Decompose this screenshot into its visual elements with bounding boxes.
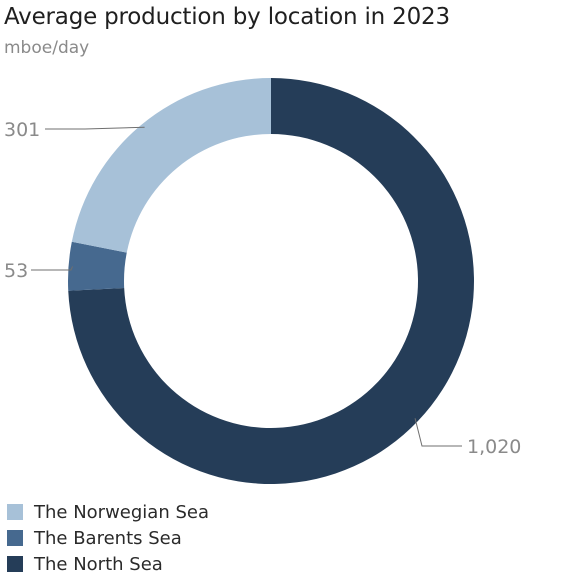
legend-item-the-norwegian-sea: The Norwegian Sea <box>7 499 209 525</box>
slice-the-norwegian-sea <box>71 77 272 253</box>
leader-line-the-barents-sea <box>31 266 73 271</box>
legend-item-the-barents-sea: The Barents Sea <box>7 525 209 551</box>
legend-swatch <box>7 556 23 572</box>
value-label-the-north-sea: 1,020 <box>467 436 521 458</box>
slice-the-barents-sea <box>67 241 127 291</box>
legend-swatch <box>7 504 23 520</box>
legend-swatch <box>7 530 23 546</box>
legend-item-the-north-sea: The North Sea <box>7 551 209 577</box>
chart-legend: The Norwegian Sea The Barents Sea The Nort… <box>7 499 209 577</box>
legend-label: The North Sea <box>34 553 163 575</box>
leader-line-the-north-sea <box>414 418 462 447</box>
chart-unit-label: mboe/day <box>4 38 90 58</box>
donut-labels: 1,020 53 301 <box>4 119 521 458</box>
leader-line-the-norwegian-sea <box>45 126 145 130</box>
legend-label: The Norwegian Sea <box>34 501 209 523</box>
legend-label: The Barents Sea <box>34 527 182 549</box>
value-label-the-norwegian-sea: 301 <box>4 119 40 141</box>
value-label-the-barents-sea: 53 <box>4 260 28 282</box>
chart-title: Average production by location in 2023 <box>4 4 450 30</box>
donut-slices <box>67 77 475 485</box>
